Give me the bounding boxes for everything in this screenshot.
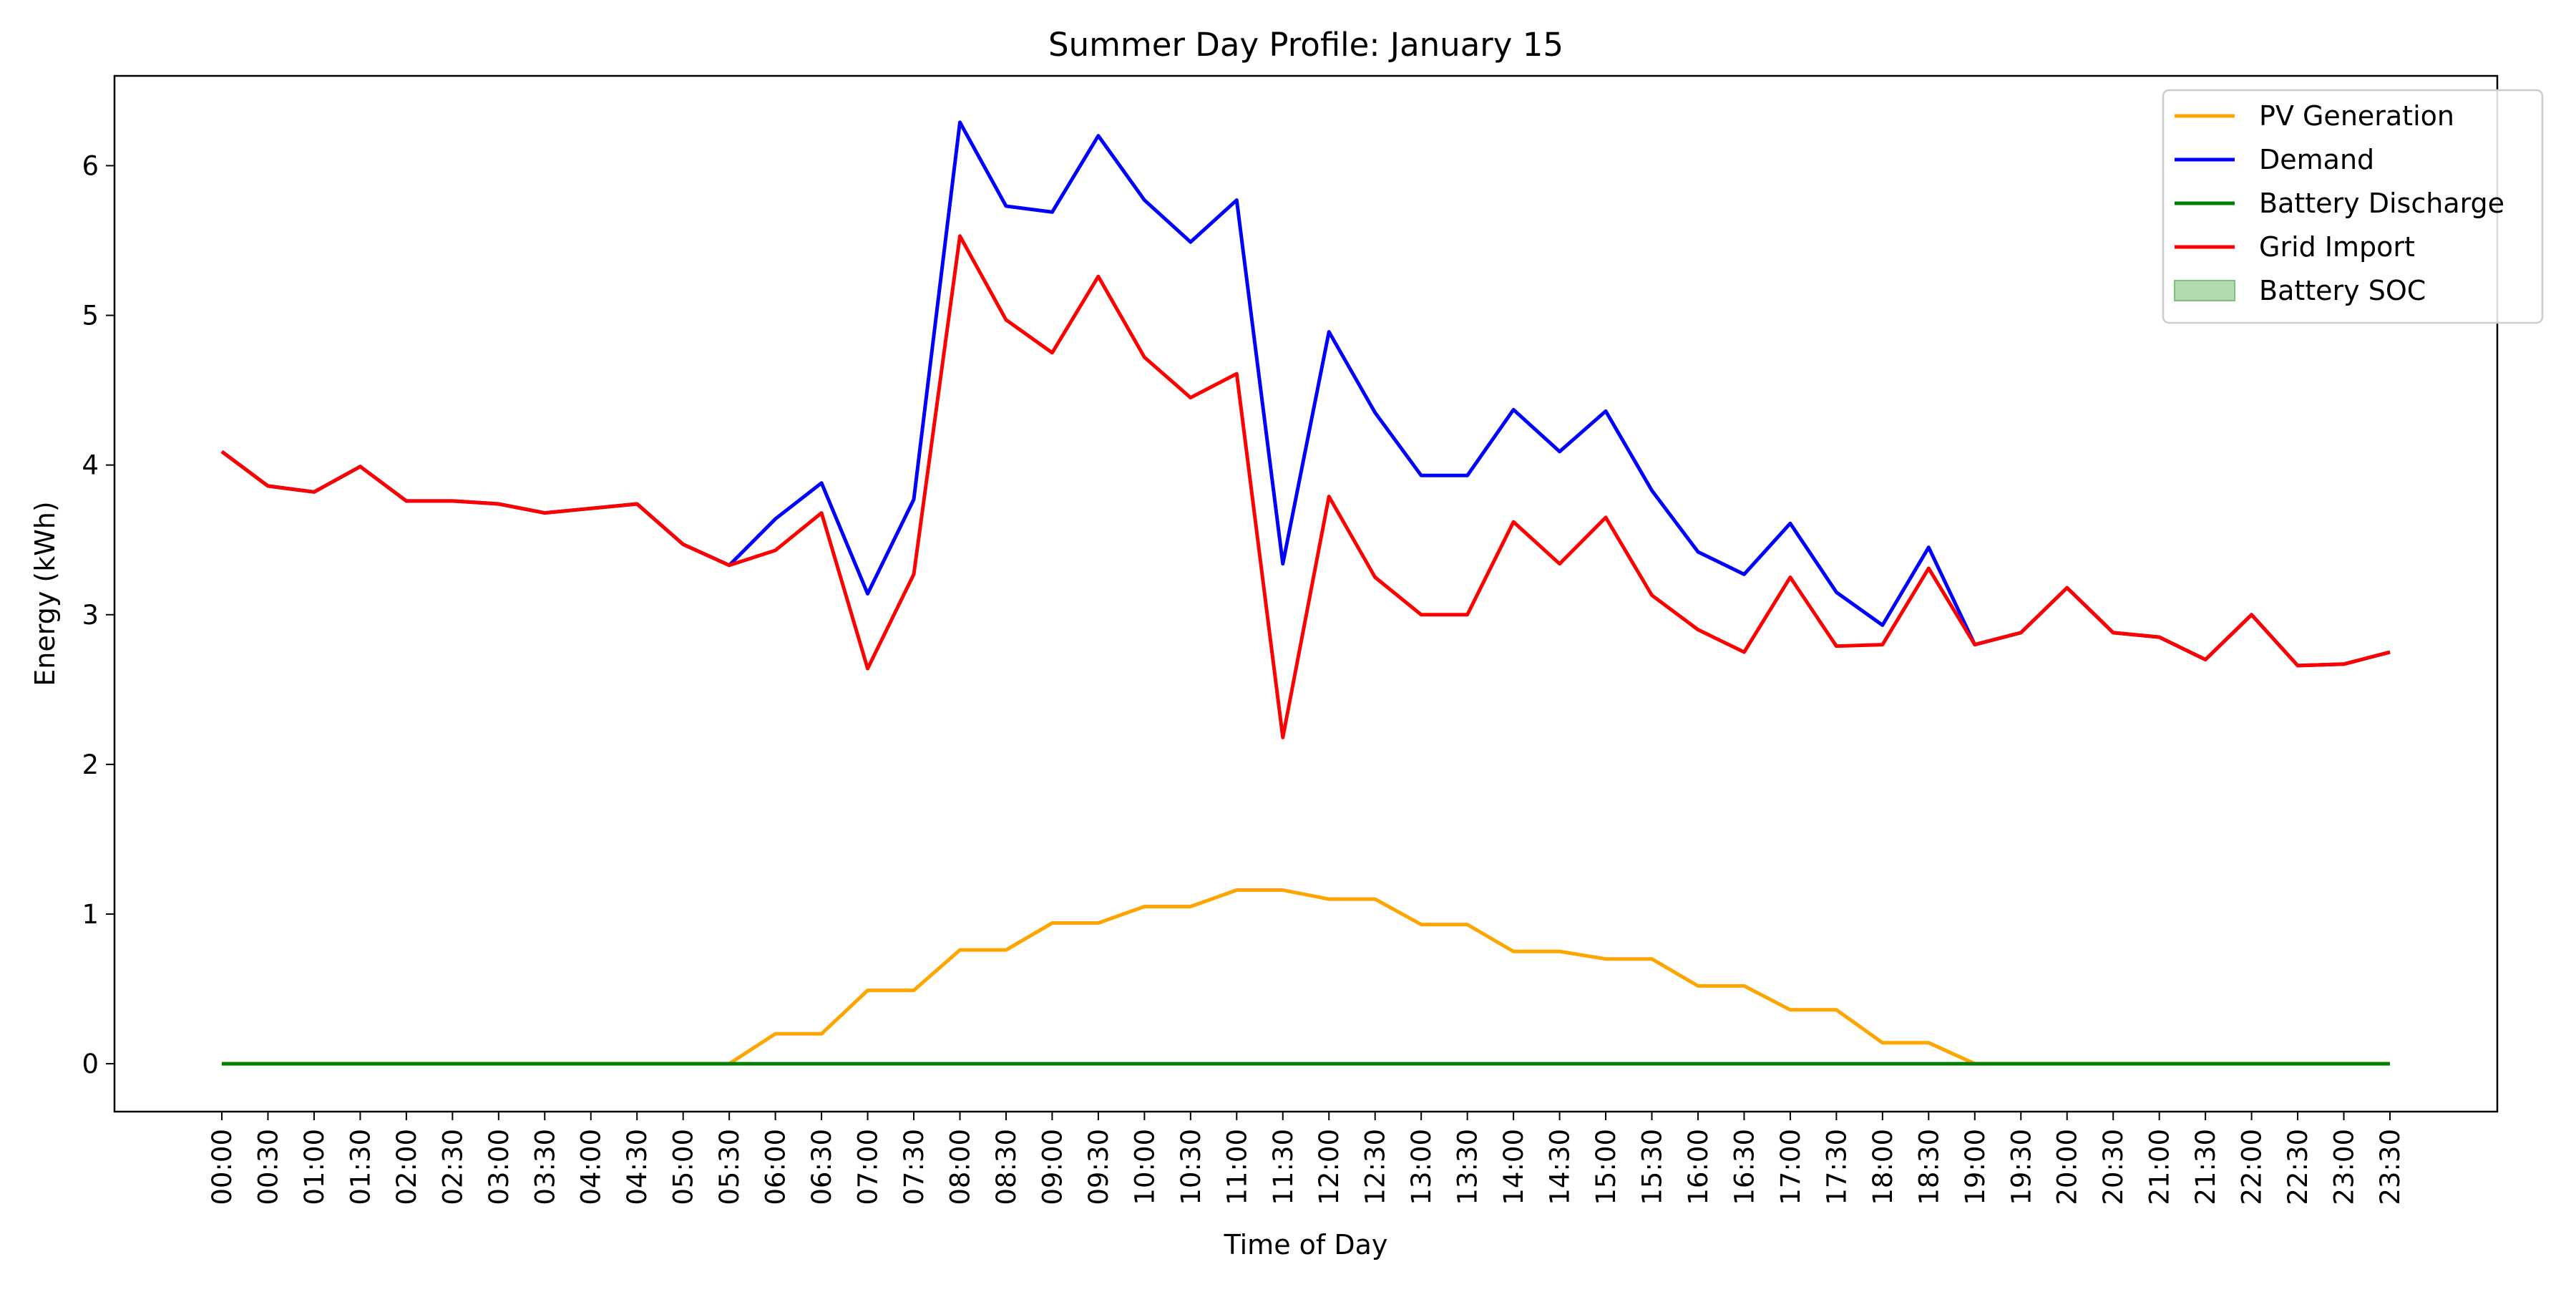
y-axis: 0 1 2 3 4 5 6 <box>82 150 114 1079</box>
x-tick-label: 04:30 <box>622 1129 653 1205</box>
y-tick-label: 6 <box>82 150 99 181</box>
legend-label-pv-generation: PV Generation <box>2259 100 2454 132</box>
x-tick-label: 13:30 <box>1453 1129 1483 1205</box>
x-tick-label: 05:30 <box>714 1129 745 1205</box>
x-tick-label: 10:30 <box>1176 1129 1206 1205</box>
x-tick-label: 23:30 <box>2375 1129 2406 1205</box>
x-tick-label: 01:00 <box>299 1129 330 1205</box>
x-tick-label: 11:30 <box>1268 1129 1299 1205</box>
x-tick-label: 01:30 <box>345 1129 376 1205</box>
legend: PV Generation Demand Battery Discharge Grid… <box>2162 89 2544 324</box>
x-tick-label: 21:00 <box>2145 1129 2175 1205</box>
x-tick-label: 20:30 <box>2098 1129 2129 1205</box>
x-tick-label: 03:30 <box>530 1129 560 1205</box>
x-axis-label: Time of Day <box>1224 1229 1388 1261</box>
x-tick-label: 08:30 <box>991 1129 1022 1205</box>
x-tick-label: 11:00 <box>1221 1129 1252 1205</box>
series-pv-generation-line <box>222 888 2390 1066</box>
x-tick-label: 17:00 <box>1775 1129 1806 1205</box>
y-tick-label: 0 <box>82 1049 99 1079</box>
x-tick-label: 12:30 <box>1360 1129 1391 1205</box>
x-tick-label: 23:00 <box>2329 1129 2360 1205</box>
x-tick-label: 18:00 <box>1868 1129 1898 1205</box>
x-tick-label: 07:00 <box>853 1129 884 1205</box>
x-tick-label: 15:30 <box>1637 1129 1668 1205</box>
x-tick-label: 03:00 <box>484 1129 514 1205</box>
x-tick-label: 10:00 <box>1129 1129 1160 1205</box>
legend-label-battery-soc: Battery SOC <box>2259 275 2426 306</box>
legend-swatch-battery-soc <box>2174 280 2235 301</box>
x-axis: 00:00 00:30 01:00 01:30 02:00 02:30 03:00 03:30… <box>207 1112 2406 1205</box>
x-tick-label: 22:30 <box>2283 1129 2313 1205</box>
x-tick-label: 17:30 <box>1821 1129 1852 1205</box>
x-tick-label: 16:30 <box>1729 1129 1760 1205</box>
y-axis-label: Energy (kWh) <box>29 501 61 686</box>
x-tick-label: 18:30 <box>1913 1129 1944 1205</box>
plot-frame <box>113 74 2499 1113</box>
y-tick-label: 1 <box>82 899 99 930</box>
x-tick-label: 21:30 <box>2190 1129 2221 1205</box>
plot-area <box>220 120 2391 1066</box>
legend-box <box>2162 89 2544 324</box>
x-tick-label: 06:00 <box>761 1129 791 1205</box>
x-tick-label: 02:00 <box>391 1129 422 1205</box>
x-tick-label: 09:30 <box>1083 1129 1114 1205</box>
x-tick-label: 22:00 <box>2237 1129 2268 1205</box>
x-tick-label: 15:00 <box>1591 1129 1621 1205</box>
x-tick-label: 08:00 <box>945 1129 975 1205</box>
x-tick-label: 02:30 <box>437 1129 468 1205</box>
x-tick-label: 12:00 <box>1314 1129 1345 1205</box>
y-tick-label: 4 <box>82 450 99 481</box>
series-grid-import-line <box>220 234 2391 739</box>
x-tick-label: 13:00 <box>1406 1129 1437 1205</box>
x-tick-label: 00:30 <box>253 1129 283 1205</box>
y-tick-label: 5 <box>82 301 99 331</box>
x-tick-label: 16:00 <box>1683 1129 1714 1205</box>
x-tick-label: 07:30 <box>899 1129 930 1205</box>
x-tick-label: 14:30 <box>1545 1129 1576 1205</box>
y-tick-label: 2 <box>82 749 99 780</box>
x-tick-label: 19:30 <box>2006 1129 2036 1205</box>
legend-label-demand: Demand <box>2259 144 2374 175</box>
x-tick-label: 14:00 <box>1498 1129 1529 1205</box>
x-tick-label: 00:00 <box>207 1129 238 1205</box>
x-tick-label: 20:00 <box>2052 1129 2083 1205</box>
x-tick-label: 05:00 <box>668 1129 699 1205</box>
x-tick-label: 19:00 <box>1960 1129 1991 1205</box>
x-tick-label: 09:00 <box>1037 1129 1068 1205</box>
legend-label-battery-discharge: Battery Discharge <box>2259 188 2504 219</box>
y-tick-label: 3 <box>82 600 99 631</box>
series-demand-line <box>220 120 2391 668</box>
x-tick-label: 06:30 <box>806 1129 837 1205</box>
x-tick-label: 04:00 <box>576 1129 607 1205</box>
chart-title: Summer Day Profile: January 15 <box>1048 26 1563 64</box>
legend-label-grid-import: Grid Import <box>2259 231 2415 263</box>
